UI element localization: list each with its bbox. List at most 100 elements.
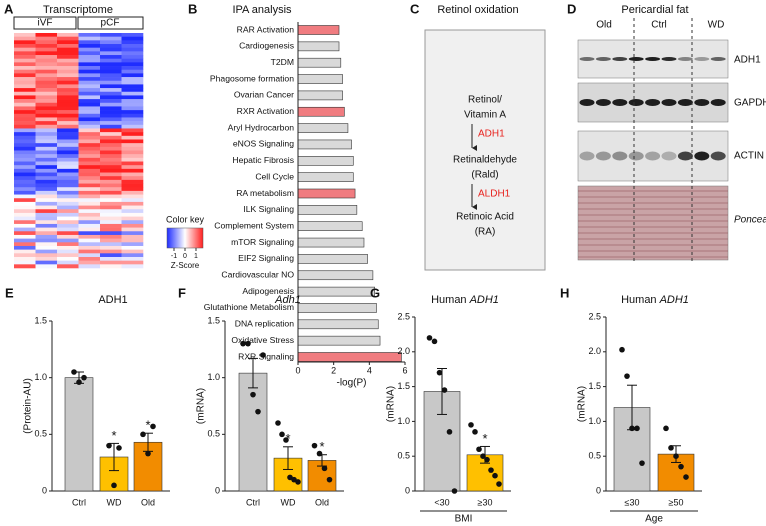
- category-label: RXR Activation: [237, 106, 295, 116]
- category-label: Old: [141, 497, 155, 507]
- heat-cell: [57, 183, 79, 188]
- heat-cell: [78, 99, 101, 104]
- category-label: Cardiovascular NO: [221, 270, 294, 280]
- heat-cell: [78, 190, 101, 195]
- chart-title: IPA analysis: [232, 4, 292, 16]
- data-point: [106, 442, 112, 449]
- heat-cell: [57, 187, 79, 192]
- heat-cell: [35, 33, 58, 37]
- heat-cell: [121, 260, 144, 265]
- heat-cell: [78, 121, 101, 126]
- data-point: [488, 467, 494, 473]
- ponceau-band: [578, 232, 728, 234]
- category-label: ≤30: [625, 497, 640, 507]
- heat-cell: [35, 121, 58, 126]
- heat-cell: [78, 179, 101, 184]
- heat-cell: [14, 216, 36, 221]
- heat-cell: [100, 253, 122, 258]
- bar: [297, 335, 381, 346]
- color-key-tick-label: 0: [183, 253, 187, 260]
- heat-cell: [121, 40, 144, 45]
- heat-cell: [78, 36, 101, 41]
- data-point: [81, 374, 87, 381]
- data-point: [492, 472, 498, 479]
- blot-group: WD: [708, 20, 725, 31]
- heat-cell: [100, 205, 122, 210]
- heat-cell: [35, 179, 58, 184]
- heat-cell: [121, 84, 144, 89]
- heat-cell: [78, 95, 101, 100]
- heat-cell: [14, 110, 36, 115]
- heat-cell: [14, 260, 36, 265]
- heat-cell: [78, 132, 101, 137]
- heat-cell: [57, 84, 79, 89]
- heat-cell: [35, 80, 58, 85]
- heat-cell: [100, 91, 122, 96]
- heat-cell: [78, 124, 101, 129]
- heat-cell: [121, 212, 144, 217]
- bar: [297, 270, 374, 281]
- heat-cell: [14, 95, 36, 100]
- heat-cell: [121, 249, 144, 254]
- bar: [64, 377, 94, 492]
- heat-cell: [14, 227, 36, 232]
- y-tick-label: 1.0: [34, 372, 47, 382]
- x-tick-label: 4: [367, 365, 372, 375]
- heat-cell: [78, 110, 101, 115]
- data-point: [295, 479, 301, 485]
- heat-cell: [57, 44, 79, 48]
- band: [579, 99, 595, 106]
- bar: [297, 57, 342, 68]
- blot-row-label: ACTIN: [734, 151, 764, 162]
- x-axis-label: -log(P): [336, 378, 366, 389]
- heat-cell: [14, 146, 36, 151]
- category-label: Cell Cycle: [255, 171, 294, 181]
- y-axis-label: (mRNA): [577, 386, 588, 422]
- heat-cell: [121, 146, 144, 151]
- heat-cell: [35, 194, 58, 199]
- heat-cell: [100, 256, 122, 261]
- heat-cell: [14, 238, 36, 243]
- heat-cell: [14, 36, 36, 41]
- heat-cell: [121, 47, 144, 52]
- category-label: ≥30: [478, 497, 493, 507]
- color-key-label: Z-Score: [171, 261, 200, 270]
- significance: *: [319, 439, 324, 454]
- y-tick-label: 1.0: [207, 372, 220, 382]
- y-tick-label: 0: [215, 485, 220, 495]
- heat-cell: [14, 113, 36, 118]
- heat-cell: [57, 253, 79, 258]
- chart-title: ADH1: [98, 294, 127, 306]
- y-tick-label: 0.5: [588, 451, 601, 461]
- heat-cell: [14, 183, 36, 188]
- heat-cell: [100, 128, 122, 133]
- heat-cell: [35, 128, 58, 133]
- data-point: [311, 442, 318, 449]
- heat-cell: [100, 84, 122, 89]
- heat-cell: [121, 106, 144, 111]
- panel-label: F: [178, 285, 186, 300]
- heat-cell: [121, 190, 144, 195]
- y-tick-label: 0: [405, 485, 410, 495]
- heat-cell: [121, 234, 144, 239]
- heat-cell: [57, 227, 79, 232]
- heat-cell: [78, 205, 101, 210]
- heat-cell: [121, 91, 144, 96]
- heat-cell: [100, 172, 122, 177]
- heat-cell: [121, 80, 144, 85]
- heat-cell: [121, 245, 144, 250]
- heat-cell: [100, 227, 122, 232]
- chart-title: Human ADH1: [431, 294, 499, 306]
- data-point: [316, 450, 323, 457]
- heat-cell: [100, 260, 122, 265]
- band: [677, 57, 693, 61]
- data-point: [250, 391, 256, 398]
- data-point: [321, 465, 328, 472]
- heat-cell: [121, 161, 144, 166]
- heat-cell: [35, 161, 58, 166]
- heat-cell: [121, 113, 144, 118]
- title-part: Adh1: [274, 294, 301, 306]
- heat-cell: [121, 128, 144, 133]
- title-part: ADH1: [659, 294, 689, 306]
